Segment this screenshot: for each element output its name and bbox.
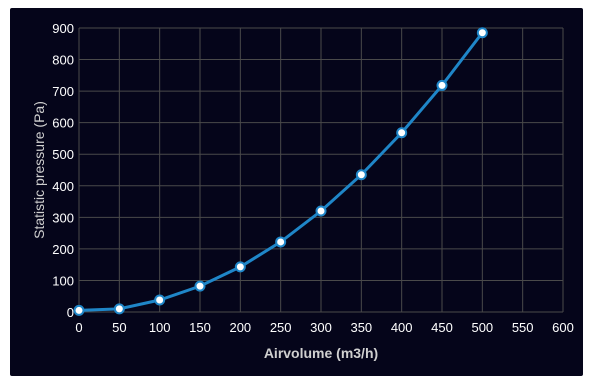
data-point[interactable] xyxy=(275,236,287,248)
y-axis-title: Statistic pressure (Pa) xyxy=(31,101,47,239)
data-point[interactable] xyxy=(315,205,327,217)
data-point[interactable] xyxy=(194,280,206,292)
x-tick-label: 150 xyxy=(189,320,211,335)
x-tick-label: 200 xyxy=(229,320,251,335)
data-point[interactable] xyxy=(436,79,448,91)
y-tick-label: 800 xyxy=(52,53,74,68)
y-tick-label: 300 xyxy=(52,210,74,225)
y-tick-label: 200 xyxy=(52,242,74,257)
y-tick-label: 600 xyxy=(52,116,74,131)
series xyxy=(73,27,488,316)
x-tick-label: 350 xyxy=(350,320,372,335)
data-point[interactable] xyxy=(73,304,85,316)
x-tick-label: 450 xyxy=(431,320,453,335)
data-point[interactable] xyxy=(396,127,408,139)
x-tick-label: 250 xyxy=(270,320,292,335)
y-tick-label: 700 xyxy=(52,84,74,99)
data-point[interactable] xyxy=(113,303,125,315)
x-tick-label: 550 xyxy=(512,320,534,335)
x-tick-label: 500 xyxy=(471,320,493,335)
x-tick-label: 0 xyxy=(75,320,82,335)
y-tick-label: 0 xyxy=(67,305,74,320)
data-point[interactable] xyxy=(234,261,246,273)
x-tick-label: 50 xyxy=(112,320,126,335)
y-tick-label: 100 xyxy=(52,273,74,288)
data-point[interactable] xyxy=(476,27,488,39)
y-tick-label: 500 xyxy=(52,147,74,162)
x-tick-label: 300 xyxy=(310,320,332,335)
x-axis-title: Airvolume (m3/h) xyxy=(264,345,378,361)
pressure-chart: 0 50 100 150 200 250 300 350 400 450 500 550 600 0 10… xyxy=(31,21,574,361)
chart-panel: 0 50 100 150 200 250 300 350 400 450 500 550 600 0 10… xyxy=(10,8,583,376)
x-tick-label: 400 xyxy=(391,320,413,335)
data-point[interactable] xyxy=(154,294,166,306)
x-tick-label: 600 xyxy=(552,320,574,335)
y-tick-label: 400 xyxy=(52,179,74,194)
x-tick-label: 100 xyxy=(149,320,171,335)
y-tick-label: 900 xyxy=(52,21,74,36)
x-axis-ticks: 0 50 100 150 200 250 300 350 400 450 500 550 600 xyxy=(75,320,573,335)
y-axis-ticks: 0 100 200 300 400 500 600 700 800 900 xyxy=(52,21,74,320)
grid xyxy=(78,27,564,313)
data-point[interactable] xyxy=(355,169,367,181)
